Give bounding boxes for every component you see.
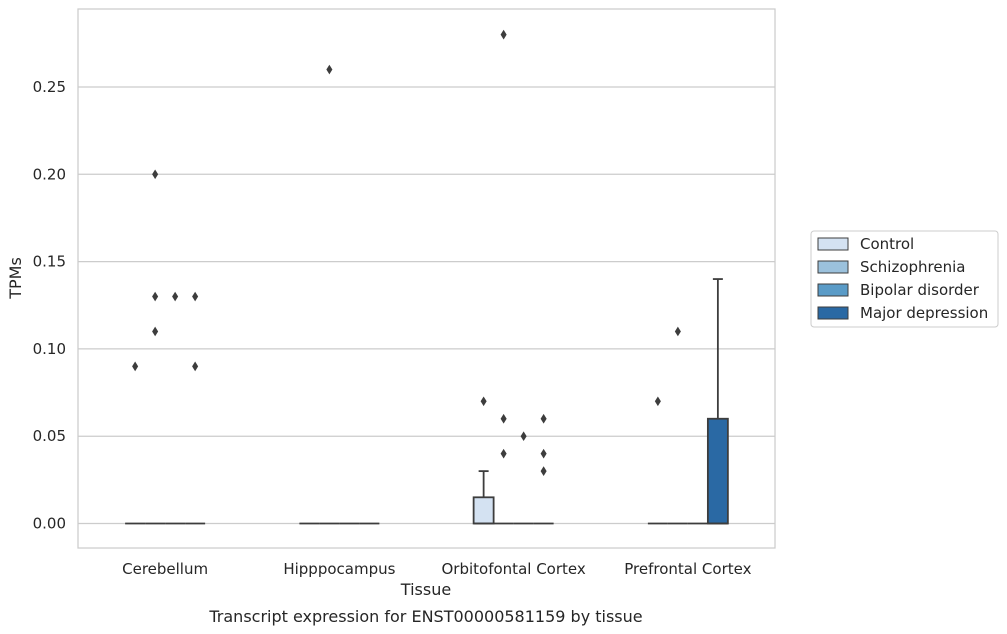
outlier-point bbox=[540, 448, 547, 459]
box-bipolar-disorder bbox=[513, 431, 534, 525]
box-control bbox=[647, 396, 668, 525]
y-tick-labels: 0.00 0.05 0.10 0.15 0.20 0.25 bbox=[33, 78, 66, 533]
box-schizophrenia bbox=[493, 29, 514, 525]
outlier-point bbox=[674, 326, 681, 337]
outlier-point bbox=[540, 413, 547, 424]
box-layer bbox=[125, 29, 729, 525]
outlier-point bbox=[152, 291, 159, 302]
x-tick-label: Cerebellum bbox=[122, 560, 208, 578]
outlier-point bbox=[540, 466, 547, 476]
legend-swatch bbox=[817, 237, 849, 251]
box-major-depression bbox=[706, 278, 729, 525]
outlier-point bbox=[326, 64, 333, 75]
x-tick-label: Hipppocampus bbox=[283, 560, 395, 578]
y-tick-label: 0.20 bbox=[33, 165, 66, 183]
outlier-point bbox=[192, 361, 199, 372]
legend-swatch bbox=[817, 260, 849, 274]
outlier-point bbox=[500, 29, 507, 40]
box-major-depression bbox=[533, 413, 554, 525]
legend-label: Bipolar disorder bbox=[860, 281, 980, 299]
outlier-point bbox=[192, 291, 199, 302]
box-body bbox=[706, 417, 729, 525]
box-schizophrenia bbox=[319, 64, 340, 525]
y-tick-label: 0.10 bbox=[33, 340, 66, 358]
outlier-point bbox=[152, 326, 159, 337]
outlier-point bbox=[132, 361, 139, 372]
chart-title: Transcript expression for ENST0000058115… bbox=[208, 607, 642, 626]
y-tick-label: 0.05 bbox=[33, 427, 66, 445]
x-axis-label: Tissue bbox=[400, 580, 451, 599]
y-axis-label: TPMs bbox=[6, 257, 25, 300]
outlier-point bbox=[654, 396, 661, 407]
gridlines bbox=[78, 86, 775, 525]
y-tick-label: 0.25 bbox=[33, 78, 66, 96]
y-tick-label: 0.00 bbox=[33, 515, 66, 533]
outlier-point bbox=[480, 396, 487, 407]
box-major-depression bbox=[185, 291, 206, 525]
outlier-point bbox=[520, 431, 527, 442]
x-tick-label: Orbitofontal Cortex bbox=[442, 560, 586, 578]
outlier-point bbox=[152, 169, 159, 180]
box-bipolar-disorder bbox=[165, 291, 186, 525]
box-schizophrenia bbox=[145, 169, 166, 525]
legend-label: Schizophrenia bbox=[860, 258, 965, 276]
y-tick-label: 0.15 bbox=[33, 253, 66, 271]
outlier-point bbox=[500, 413, 507, 424]
box-control bbox=[472, 396, 495, 525]
legend-swatch bbox=[817, 306, 849, 320]
legend-label: Major depression bbox=[860, 304, 988, 322]
outlier-point bbox=[500, 448, 507, 459]
plot-frame bbox=[77, 8, 776, 549]
legend-label: Control bbox=[860, 235, 914, 253]
x-tick-label: Prefrontal Cortex bbox=[624, 560, 751, 578]
x-tick-labels: Cerebellum Hipppocampus Orbitofontal Corte… bbox=[122, 560, 751, 578]
box-body bbox=[472, 496, 495, 525]
legend-swatch bbox=[817, 283, 849, 297]
legend: Control Schizophrenia Bipolar disorder Majo… bbox=[810, 230, 999, 328]
legend-frame bbox=[810, 230, 999, 328]
box-control bbox=[125, 361, 146, 525]
outlier-point bbox=[172, 291, 179, 302]
box-schizophrenia bbox=[667, 326, 688, 525]
